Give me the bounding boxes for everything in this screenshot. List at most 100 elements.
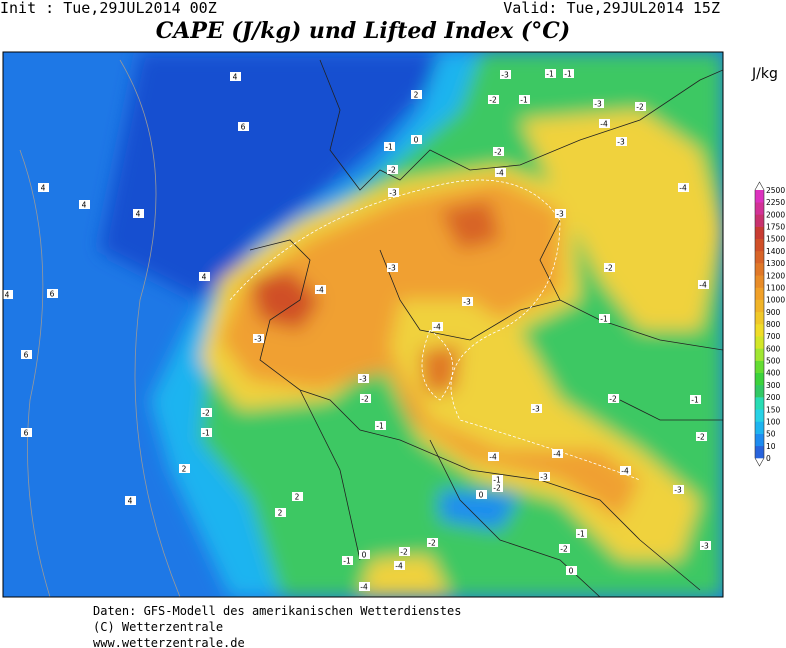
label-box (199, 272, 210, 281)
label-box (21, 428, 32, 437)
colorbar-label: 2500 (766, 186, 785, 195)
contour-label: 4 (82, 201, 87, 210)
label-box (476, 490, 487, 499)
contour-label: -1 (600, 315, 608, 324)
colorbar-segment (755, 287, 764, 300)
contour-label: 2 (182, 465, 187, 474)
colorbar-label: 300 (766, 381, 781, 390)
unit-label: J/kg (751, 66, 778, 82)
contour-label: 0 (479, 491, 484, 500)
label-box (493, 147, 504, 156)
colorbar-segment (755, 202, 764, 215)
label-box (608, 394, 619, 403)
contour-label: -2 (202, 409, 210, 418)
contour-label: -2 (400, 548, 408, 557)
colorbar-label: 800 (766, 320, 781, 329)
label-box (125, 496, 136, 505)
colorbar-label: 1100 (766, 283, 785, 292)
contour-label: -2 (636, 103, 644, 112)
contour-label: -4 (496, 169, 504, 178)
contour-label: 2 (295, 493, 300, 502)
label-box (604, 263, 615, 272)
map-title: CAPE (J/kg) und Lifted Index (°C) (156, 18, 570, 44)
contour-label: -2 (428, 539, 436, 548)
label-box (495, 168, 506, 177)
label-box (360, 394, 371, 403)
contour-label: -2 (494, 148, 502, 157)
colorbar-label: 100 (766, 417, 781, 426)
contour-label: -4 (395, 562, 403, 571)
label-box (388, 188, 399, 197)
label-box (576, 529, 587, 538)
contour-label: -2 (609, 395, 617, 404)
label-box (700, 541, 711, 550)
label-box (133, 209, 144, 218)
contour-label: -3 (254, 335, 262, 344)
contour-label: -3 (388, 264, 396, 273)
map-frame (2, 51, 724, 598)
label-box (394, 561, 405, 570)
colorbar-segment (755, 263, 764, 276)
contour-label: -4 (679, 184, 687, 193)
colorbar-label: 50 (766, 430, 776, 439)
contour-label: -3 (617, 138, 625, 147)
contour-label: -4 (360, 583, 368, 592)
colorbar-segment (755, 372, 764, 386)
contour-label: 6 (24, 351, 29, 360)
colorbar-segment (755, 409, 764, 422)
label-box (3, 290, 13, 299)
colorbar-segment (755, 397, 764, 410)
label-box (315, 285, 326, 294)
label-box (539, 472, 550, 481)
contour-label: -4 (433, 323, 441, 332)
contour-label: -1 (564, 70, 572, 79)
contour-label: 0 (569, 567, 574, 576)
contour-label: -3 (501, 71, 509, 80)
colorbar-segment (755, 336, 764, 349)
colorbar: 0 10 50 100 150 200 300 400 500 600 700 800 900 1000 1… (754, 181, 785, 467)
contour-label: -3 (540, 473, 548, 482)
label-box (411, 90, 422, 99)
contour-label: -1 (520, 96, 528, 105)
label-box (698, 280, 709, 289)
contour-label: 2 (278, 509, 283, 518)
label-box (500, 70, 511, 79)
contour-label: -1 (343, 557, 351, 566)
contour-label: 4 (233, 73, 238, 82)
label-box (427, 538, 438, 547)
label-box (545, 69, 556, 78)
footer-copyright: (C) Wetterzentrale (93, 620, 223, 634)
label-box (488, 95, 499, 104)
label-box (79, 200, 90, 209)
label-box (531, 404, 542, 413)
colorbar-label: 1300 (766, 259, 785, 268)
contour-label: -2 (388, 166, 396, 175)
colorbar-segment (755, 384, 764, 398)
label-box (555, 209, 566, 218)
colorbar-segment (755, 445, 764, 459)
colorbar-segment (755, 238, 764, 252)
label-box (38, 183, 49, 192)
label-box (375, 421, 386, 430)
colorbar-label: 1200 (766, 271, 785, 280)
label-box (342, 556, 353, 565)
label-box (519, 95, 530, 104)
init-time: Init : Tue,29JUL2014 00Z (0, 0, 217, 17)
contour-label: -1 (385, 143, 393, 152)
contour-label: -4 (316, 286, 324, 295)
contour-label: -3 (463, 298, 471, 307)
colorbar-segment (755, 226, 764, 240)
label-box (559, 544, 570, 553)
valid-time: Valid: Tue,29JUL2014 15Z (503, 0, 720, 17)
label-box (690, 395, 701, 404)
label-box (384, 142, 395, 151)
label-box (292, 492, 303, 501)
label-box (201, 428, 212, 437)
contour-label: 0 (362, 551, 367, 560)
colorbar-segment (755, 250, 764, 264)
contour-label: -2 (697, 433, 705, 442)
contour-label: 2 (414, 91, 419, 100)
